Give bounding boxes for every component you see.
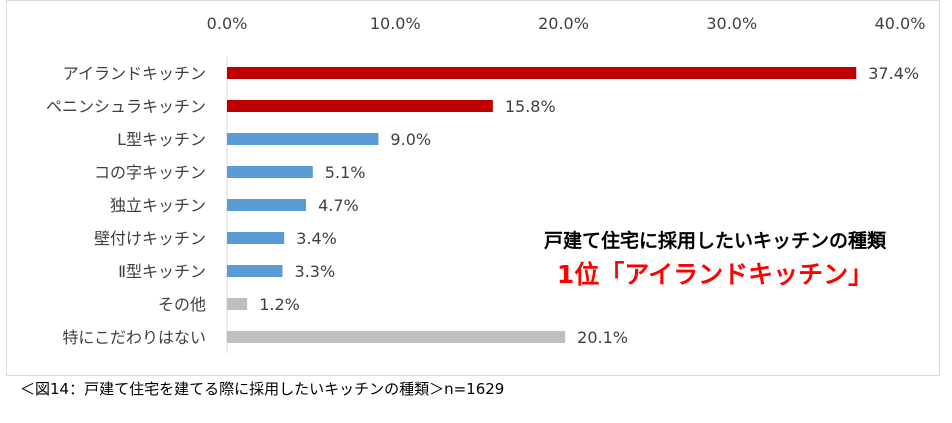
data-label: 5.1% [325, 163, 366, 182]
category-label: 壁付けキッチン [94, 229, 206, 248]
chart-frame [6, 0, 940, 376]
bar [227, 100, 493, 112]
bar-chart: 0.0% 10.0% 20.0% 30.0% 40.0% アイランドキッチンペニンシュラ… [46, 14, 926, 353]
bar [227, 166, 313, 178]
x-tick-label: 20.0% [538, 14, 589, 33]
x-tick-label: 40.0% [875, 14, 926, 33]
category-label: 独立キッチン [110, 196, 206, 215]
category-label: コの字キッチン [94, 163, 206, 182]
data-label: 3.4% [296, 229, 337, 248]
category-label: ペニンシュラキッチン [46, 97, 206, 116]
x-tick-label: 0.0% [207, 14, 248, 33]
bar [227, 199, 307, 211]
category-label: 特にこだわりはない [62, 328, 206, 347]
data-label: 9.0% [390, 130, 431, 149]
bar [227, 67, 857, 79]
data-label: 37.4% [868, 64, 919, 83]
data-label: 4.7% [318, 196, 359, 215]
bar [227, 265, 283, 277]
bar [227, 331, 566, 343]
data-label: 20.1% [577, 328, 628, 347]
x-axis-tick-labels: 0.0% 10.0% 20.0% 30.0% 40.0% [207, 14, 926, 33]
data-label: 3.3% [295, 262, 336, 281]
headline-line1: 戸建て住宅に採用したいキッチンの種類 [543, 230, 886, 252]
headline: 戸建て住宅に採用したいキッチンの種類 1位「アイランドキッチン」 [480, 226, 950, 291]
bars [227, 67, 857, 343]
category-label: アイランドキッチン [63, 64, 206, 83]
category-label: L型キッチン [117, 130, 206, 149]
data-label: 15.8% [505, 97, 556, 116]
category-label: Ⅱ型キッチン [118, 262, 206, 281]
x-tick-label: 10.0% [370, 14, 421, 33]
data-labels: 37.4% 15.8% 9.0% 5.1% 4.7% 3.4% 3.3% 1.2% 20.1% [259, 64, 919, 347]
category-label: その他 [158, 295, 206, 314]
bar [227, 232, 285, 244]
bar [227, 133, 379, 145]
x-tick-label: 30.0% [706, 14, 757, 33]
headline-line2: 1位「アイランドキッチン」 [556, 260, 874, 289]
bar [227, 298, 248, 310]
data-label: 1.2% [259, 295, 300, 314]
figure-caption: ＜図14：戸建て住宅を建てる際に採用したいキッチンの種類＞n=1629 [20, 380, 505, 398]
